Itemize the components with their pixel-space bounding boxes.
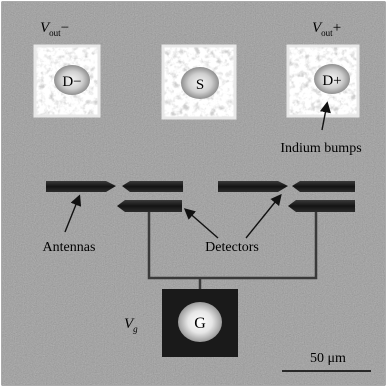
indium-bumps-label: Indium bumps xyxy=(280,141,361,156)
right-antenna xyxy=(218,181,288,192)
indium-bumps-arrow xyxy=(319,101,331,131)
antennas-arrow xyxy=(64,194,82,233)
pad-d-minus xyxy=(33,44,101,118)
scale-bar-label: 50 μm xyxy=(310,351,346,366)
detectors-arrow-right xyxy=(245,193,282,239)
detectors-arrow-left xyxy=(183,208,219,239)
pad-g xyxy=(162,289,238,357)
vout-plus-label: Vout+ xyxy=(312,20,341,38)
pad-d-minus-label: D− xyxy=(62,74,81,90)
vout-minus-label: Vout− xyxy=(40,20,69,38)
pad-s-label: S xyxy=(196,77,204,93)
right-detector-bottom xyxy=(288,200,355,212)
vg-label: Vg xyxy=(124,316,138,334)
detectors-label: Detectors xyxy=(205,240,259,255)
antennas-label: Antennas xyxy=(43,240,96,255)
left-detector-bottom xyxy=(117,200,182,212)
gate-wiring xyxy=(147,212,318,280)
pad-d-plus-label: D+ xyxy=(322,73,341,89)
right-detector-top xyxy=(292,181,355,192)
pad-s xyxy=(161,44,237,120)
pad-g-label: G xyxy=(194,315,206,332)
left-detector-top xyxy=(122,181,183,192)
left-antenna xyxy=(46,181,116,192)
